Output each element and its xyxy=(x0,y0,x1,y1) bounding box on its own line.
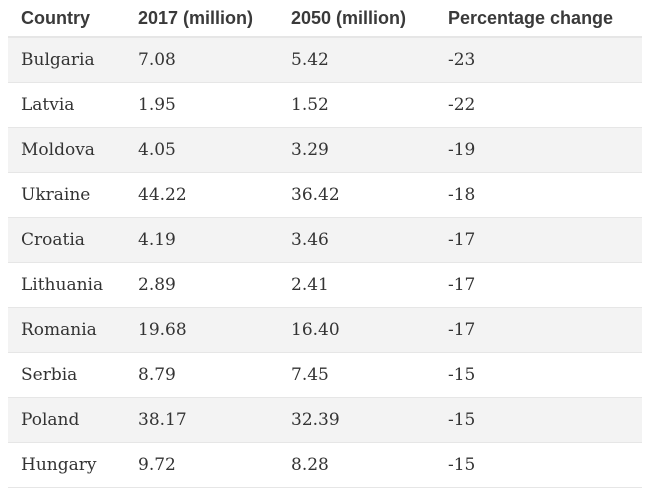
value-2050-cell: 8.28 xyxy=(278,442,435,488)
percentage-change-cell: -22 xyxy=(435,82,642,128)
country-cell: Serbia xyxy=(8,352,125,398)
value-2050-cell: 7.45 xyxy=(278,352,435,398)
column-header-2050: 2050 (million) xyxy=(278,0,435,38)
country-cell: Hungary xyxy=(8,442,125,488)
country-cell: Poland xyxy=(8,397,125,443)
percentage-change-cell: -15 xyxy=(435,442,642,488)
country-cell: Lithuania xyxy=(8,262,125,308)
value-2050-cell: 3.29 xyxy=(278,127,435,173)
value-2050-cell: 36.42 xyxy=(278,172,435,218)
table-row: Latvia 1.95 1.52 -22 xyxy=(8,82,642,128)
table-row: Hungary 9.72 8.28 -15 xyxy=(8,442,642,488)
table-row: Croatia 4.19 3.46 -17 xyxy=(8,217,642,263)
table-row: Serbia 8.79 7.45 -15 xyxy=(8,352,642,398)
table-body: Bulgaria 7.08 5.42 -23 Latvia 1.95 1.52 -22 Mold… xyxy=(8,37,642,488)
value-2050-cell: 16.40 xyxy=(278,307,435,353)
column-header-2017: 2017 (million) xyxy=(125,0,278,38)
percentage-change-cell: -23 xyxy=(435,37,642,83)
value-2017-cell: 8.79 xyxy=(125,352,278,398)
population-table: Country 2017 (million) 2050 (million) Pe… xyxy=(8,0,642,488)
value-2017-cell: 4.19 xyxy=(125,217,278,263)
percentage-change-cell: -17 xyxy=(435,262,642,308)
country-cell: Bulgaria xyxy=(8,37,125,83)
value-2050-cell: 5.42 xyxy=(278,37,435,83)
population-table-container: Country 2017 (million) 2050 (million) Pe… xyxy=(8,0,642,488)
table-row: Ukraine 44.22 36.42 -18 xyxy=(8,172,642,218)
value-2050-cell: 32.39 xyxy=(278,397,435,443)
country-cell: Ukraine xyxy=(8,172,125,218)
value-2017-cell: 44.22 xyxy=(125,172,278,218)
country-cell: Moldova xyxy=(8,127,125,173)
table-row: Bulgaria 7.08 5.42 -23 xyxy=(8,37,642,83)
country-cell: Latvia xyxy=(8,82,125,128)
country-cell: Romania xyxy=(8,307,125,353)
percentage-change-cell: -15 xyxy=(435,352,642,398)
value-2017-cell: 4.05 xyxy=(125,127,278,173)
value-2017-cell: 7.08 xyxy=(125,37,278,83)
value-2017-cell: 1.95 xyxy=(125,82,278,128)
value-2050-cell: 3.46 xyxy=(278,217,435,263)
percentage-change-cell: -15 xyxy=(435,397,642,443)
value-2017-cell: 2.89 xyxy=(125,262,278,308)
percentage-change-cell: -18 xyxy=(435,172,642,218)
table-row: Lithuania 2.89 2.41 -17 xyxy=(8,262,642,308)
percentage-change-cell: -17 xyxy=(435,217,642,263)
value-2017-cell: 19.68 xyxy=(125,307,278,353)
percentage-change-cell: -17 xyxy=(435,307,642,353)
value-2050-cell: 1.52 xyxy=(278,82,435,128)
table-row: Romania 19.68 16.40 -17 xyxy=(8,307,642,353)
country-cell: Croatia xyxy=(8,217,125,263)
column-header-percentage-change: Percentage change xyxy=(435,0,642,38)
table-header: Country 2017 (million) 2050 (million) Pe… xyxy=(8,0,642,38)
percentage-change-cell: -19 xyxy=(435,127,642,173)
value-2017-cell: 9.72 xyxy=(125,442,278,488)
value-2017-cell: 38.17 xyxy=(125,397,278,443)
value-2050-cell: 2.41 xyxy=(278,262,435,308)
table-row: Moldova 4.05 3.29 -19 xyxy=(8,127,642,173)
column-header-country: Country xyxy=(8,0,125,38)
header-row: Country 2017 (million) 2050 (million) Pe… xyxy=(8,0,642,38)
table-row: Poland 38.17 32.39 -15 xyxy=(8,397,642,443)
